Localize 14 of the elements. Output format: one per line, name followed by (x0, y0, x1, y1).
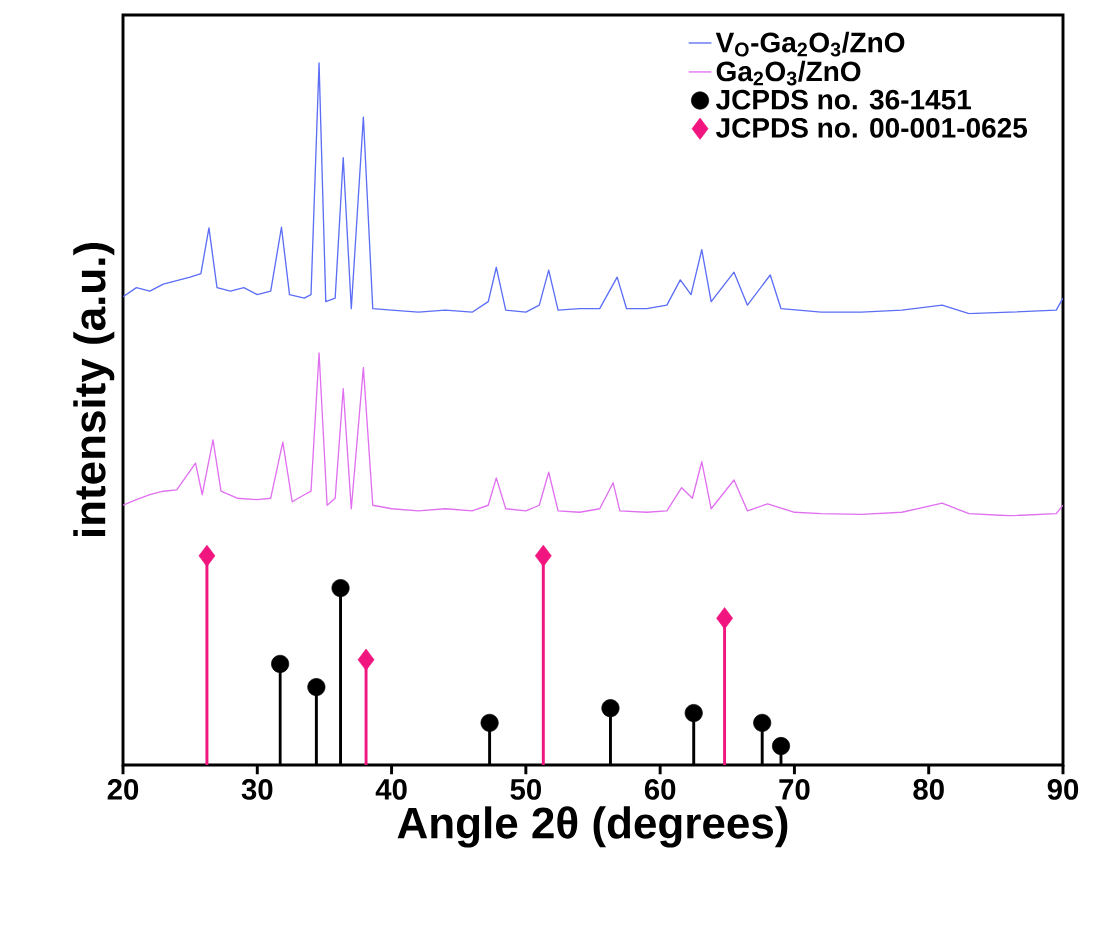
legend-label: Ga$_{2}$O$_{3}$/ZnO (716, 60, 861, 86)
y-axis-title: intensity (a.u.) (73, 243, 115, 537)
x-tick-label: 80 (913, 779, 944, 800)
legend-label: JCPDS no. 00-001-0625 (715, 117, 1028, 138)
legend-label: V$_{O}$-Ga$_{2}$O$_{3}$/ZnO (715, 31, 905, 57)
x-tick-label: 50 (510, 779, 541, 800)
legend-label: JCPDS no. 36-1451 (715, 89, 972, 110)
x-tick-label: 90 (1047, 779, 1079, 800)
x-tick-label: 20 (107, 779, 139, 800)
x-tick-label: 40 (375, 779, 407, 800)
x-tick-label: 60 (644, 779, 676, 800)
x-axis-title: Angle 2θ (degrees) (397, 806, 788, 848)
x-tick-label: 70 (779, 779, 810, 800)
x-tick-label: 30 (241, 779, 273, 800)
